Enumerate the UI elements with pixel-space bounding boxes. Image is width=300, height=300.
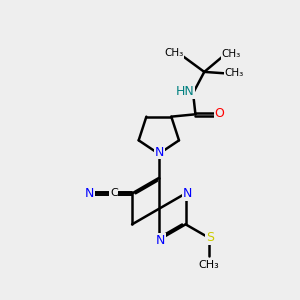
Text: N: N [85, 187, 94, 200]
Text: CH₃: CH₃ [224, 68, 243, 78]
Text: O: O [214, 107, 224, 120]
Text: N: N [156, 234, 165, 247]
Text: CH₃: CH₃ [221, 49, 240, 59]
Text: HN: HN [176, 85, 194, 98]
Text: C: C [110, 188, 118, 198]
Text: CH₃: CH₃ [199, 260, 220, 270]
Text: N: N [155, 146, 164, 159]
Text: S: S [206, 231, 214, 244]
Text: CH₃: CH₃ [164, 48, 184, 58]
Text: N: N [182, 187, 192, 200]
